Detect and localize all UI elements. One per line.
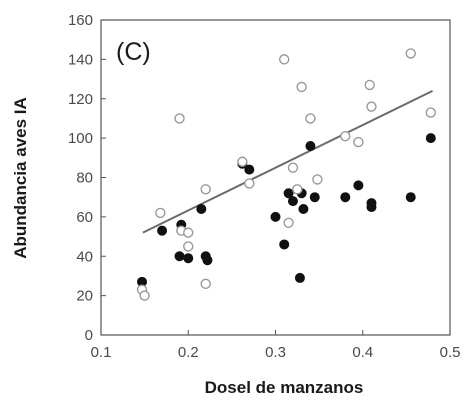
- filled-data-point: [294, 272, 305, 283]
- filled-data-point: [340, 192, 351, 203]
- open-data-point: [292, 184, 303, 195]
- open-data-point: [287, 162, 299, 173]
- y-axis-title: Abundancia aves IA: [11, 97, 30, 259]
- filled-data-point: [305, 141, 316, 151]
- open-data-point: [353, 136, 364, 148]
- x-tick-label: 0.2: [178, 344, 199, 361]
- open-data-point: [425, 107, 437, 118]
- filled-data-point: [425, 133, 436, 144]
- y-tick-label: 40: [76, 248, 93, 265]
- x-tick-label: 0.1: [91, 344, 112, 361]
- filled-data-point: [279, 239, 290, 250]
- filled-data-point: [270, 211, 281, 222]
- open-data-point: [200, 278, 211, 290]
- filled-data-point: [157, 225, 168, 236]
- open-data-point: [183, 227, 194, 238]
- x-tick-label: 0.3: [265, 344, 286, 361]
- open-data-point: [155, 207, 166, 219]
- trendline-group: [142, 89, 433, 234]
- open-data-point: [296, 81, 307, 93]
- filled-data-point: [287, 196, 298, 207]
- data-points: [136, 48, 437, 301]
- panel-label: (C): [116, 38, 151, 66]
- open-data-point: [174, 113, 185, 124]
- trendline: [142, 89, 433, 234]
- y-tick-label: 80: [76, 170, 93, 187]
- filled-data-point: [196, 204, 207, 214]
- filled-data-point: [244, 164, 255, 175]
- tick-labels: 0.1 0.2 0.3 0.4 0.5 0 20 40 60 80 100 120 140 160: [68, 12, 460, 361]
- y-tick-label: 100: [68, 130, 93, 147]
- open-data-point: [405, 48, 416, 59]
- open-data-point: [366, 101, 377, 112]
- x-tick-label: 0.4: [352, 344, 373, 361]
- x-axis-title: Dosel de manzanos: [205, 378, 364, 397]
- filled-data-point: [183, 253, 194, 264]
- y-tick-label: 60: [76, 209, 93, 226]
- filled-data-point: [283, 188, 294, 199]
- open-data-point: [183, 241, 194, 252]
- y-tick-label: 120: [68, 91, 93, 108]
- open-data-point: [200, 184, 211, 195]
- filled-data-point: [353, 180, 364, 191]
- open-data-point: [237, 156, 248, 167]
- open-data-point: [305, 113, 316, 124]
- filled-data-point: [202, 255, 213, 266]
- axis-ticks: [100, 19, 451, 336]
- open-data-point: [312, 174, 323, 185]
- filled-data-point: [298, 204, 309, 214]
- x-tick-label: 0.5: [440, 344, 461, 361]
- open-data-point: [364, 79, 375, 91]
- filled-data-point: [309, 192, 320, 203]
- open-data-point: [279, 54, 290, 65]
- y-tick-label: 20: [76, 288, 93, 305]
- filled-data-point: [405, 192, 416, 203]
- y-tick-label: 0: [85, 327, 93, 344]
- y-tick-label: 160: [68, 12, 93, 29]
- filled-data-point: [366, 202, 377, 213]
- open-data-point: [244, 178, 255, 189]
- y-tick-label: 140: [68, 51, 93, 68]
- open-data-point: [139, 290, 150, 301]
- open-data-point: [283, 217, 294, 228]
- open-data-point: [340, 130, 351, 142]
- filled-data-point: [174, 251, 185, 262]
- plot-area: [100, 19, 451, 336]
